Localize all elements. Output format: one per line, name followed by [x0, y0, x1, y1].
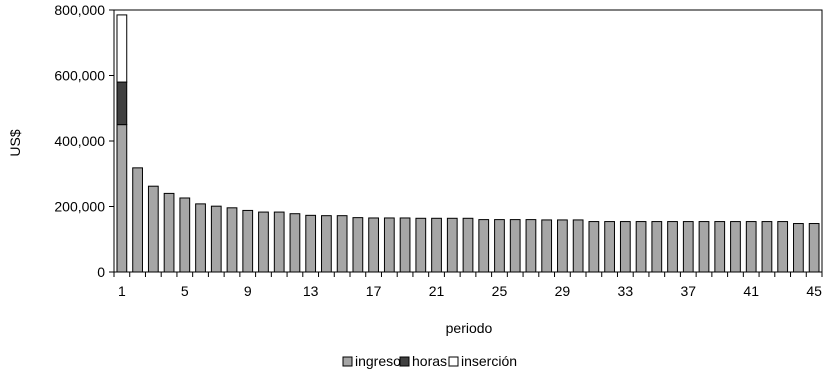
x-tick-label: 29: [555, 283, 571, 299]
legend-swatch-horas: [399, 356, 410, 367]
bar-ingreso: [368, 217, 379, 273]
bar-ingreso: [431, 217, 442, 273]
legend-swatch-inserción: [448, 356, 459, 367]
bar-ingreso: [258, 211, 269, 273]
legend-label-horas: horas: [412, 353, 447, 369]
bar-ingreso: [289, 213, 301, 273]
bar-ingreso: [698, 221, 710, 273]
bar-ingreso: [305, 214, 317, 273]
x-tick-label: 33: [618, 283, 634, 299]
bar-ingreso: [273, 211, 285, 273]
bar-ingreso: [415, 217, 427, 273]
bar-ingreso: [714, 221, 726, 273]
x-tick-label: 41: [743, 283, 759, 299]
bar-ingreso: [132, 167, 143, 273]
bar-ingreso: [682, 221, 694, 273]
x-axis: 1 5 9 13 17 21 25 29 33 37 41 45: [113, 272, 823, 299]
bar-ingreso: [383, 217, 395, 273]
y-tick-label: 400,000: [54, 133, 105, 149]
bar-ingreso: [321, 215, 332, 273]
bar-ingreso: [336, 215, 348, 273]
legend-label-inserción: inserción: [461, 353, 517, 369]
bar-ingreso: [352, 217, 364, 273]
legend: ingreso horas inserción: [342, 353, 517, 369]
x-tick-label: 25: [492, 283, 508, 299]
bars: [116, 14, 820, 273]
y-tick-label: 200,000: [54, 199, 105, 215]
bar-ingreso: [793, 223, 804, 273]
bar-ingreso: [494, 219, 505, 273]
y-axis-title: US$: [7, 129, 23, 156]
x-tick-label: 5: [181, 283, 189, 299]
bar-ingreso: [462, 217, 474, 273]
x-tick-label: 45: [806, 283, 822, 299]
bar-ingreso: [242, 209, 254, 273]
bar-ingreso: [147, 185, 159, 273]
x-tick-label: 9: [244, 283, 252, 299]
bar-ingreso: [525, 219, 537, 273]
bar-ingreso: [399, 217, 411, 273]
bar-horas: [116, 81, 128, 126]
bar-ingreso: [478, 219, 490, 273]
x-tick-label: 13: [303, 283, 319, 299]
x-tick-label: 1: [118, 283, 126, 299]
bar-inserción: [116, 14, 128, 83]
bar-ingreso: [635, 221, 647, 273]
bar-ingreso: [557, 219, 568, 273]
bar-ingreso: [509, 219, 521, 273]
legend-label-ingreso: ingreso: [355, 353, 401, 369]
bar-ingreso: [761, 221, 773, 273]
bar-ingreso: [572, 219, 584, 273]
bar-ingreso: [604, 221, 615, 273]
bar-ingreso: [210, 205, 222, 273]
y-axis: 0 200,000 400,000 600,000 800,000: [54, 2, 114, 280]
y-tick-label: 800,000: [54, 2, 105, 18]
bar-ingreso: [808, 223, 820, 273]
y-tick-label: 600,000: [54, 68, 105, 84]
bar-ingreso: [195, 203, 206, 273]
bar-ingreso: [116, 124, 128, 273]
bar-ingreso: [541, 219, 553, 273]
x-axis-title: periodo: [446, 320, 493, 336]
x-tick-label: 17: [366, 283, 382, 299]
bar-ingreso: [619, 221, 631, 273]
y-tick-label: 0: [97, 264, 105, 280]
x-tick-label: 21: [429, 283, 445, 299]
x-tick-label: 37: [680, 283, 696, 299]
bar-ingreso: [651, 221, 663, 273]
legend-swatch-ingreso: [342, 356, 353, 367]
bar-ingreso: [446, 217, 458, 273]
bar-ingreso: [667, 221, 678, 273]
bar-ingreso: [226, 207, 238, 273]
bar-ingreso: [745, 221, 757, 273]
bar-ingreso: [163, 192, 175, 273]
bar-ingreso: [588, 221, 600, 273]
bar-ingreso: [777, 221, 789, 273]
bar-ingreso: [179, 197, 191, 273]
bar-ingreso: [730, 221, 741, 273]
